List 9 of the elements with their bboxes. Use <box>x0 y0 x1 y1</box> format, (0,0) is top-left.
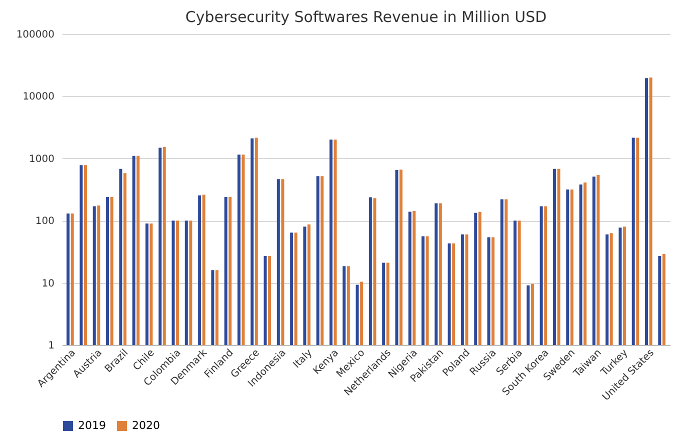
chart-title: Cybersecurity Softwares Revenue in Million USD <box>185 8 547 26</box>
y-tick-label: 10 <box>42 278 54 290</box>
legend-label: 2019 <box>78 419 106 432</box>
y-tick-label: 1 <box>48 340 54 352</box>
y-tick-label: 100000 <box>16 30 54 40</box>
legend-label: 2020 <box>132 419 160 432</box>
y-tick-label: 100 <box>35 216 54 228</box>
y-tick-label: 1000 <box>29 154 54 165</box>
y-tick-label: 10000 <box>22 92 54 103</box>
